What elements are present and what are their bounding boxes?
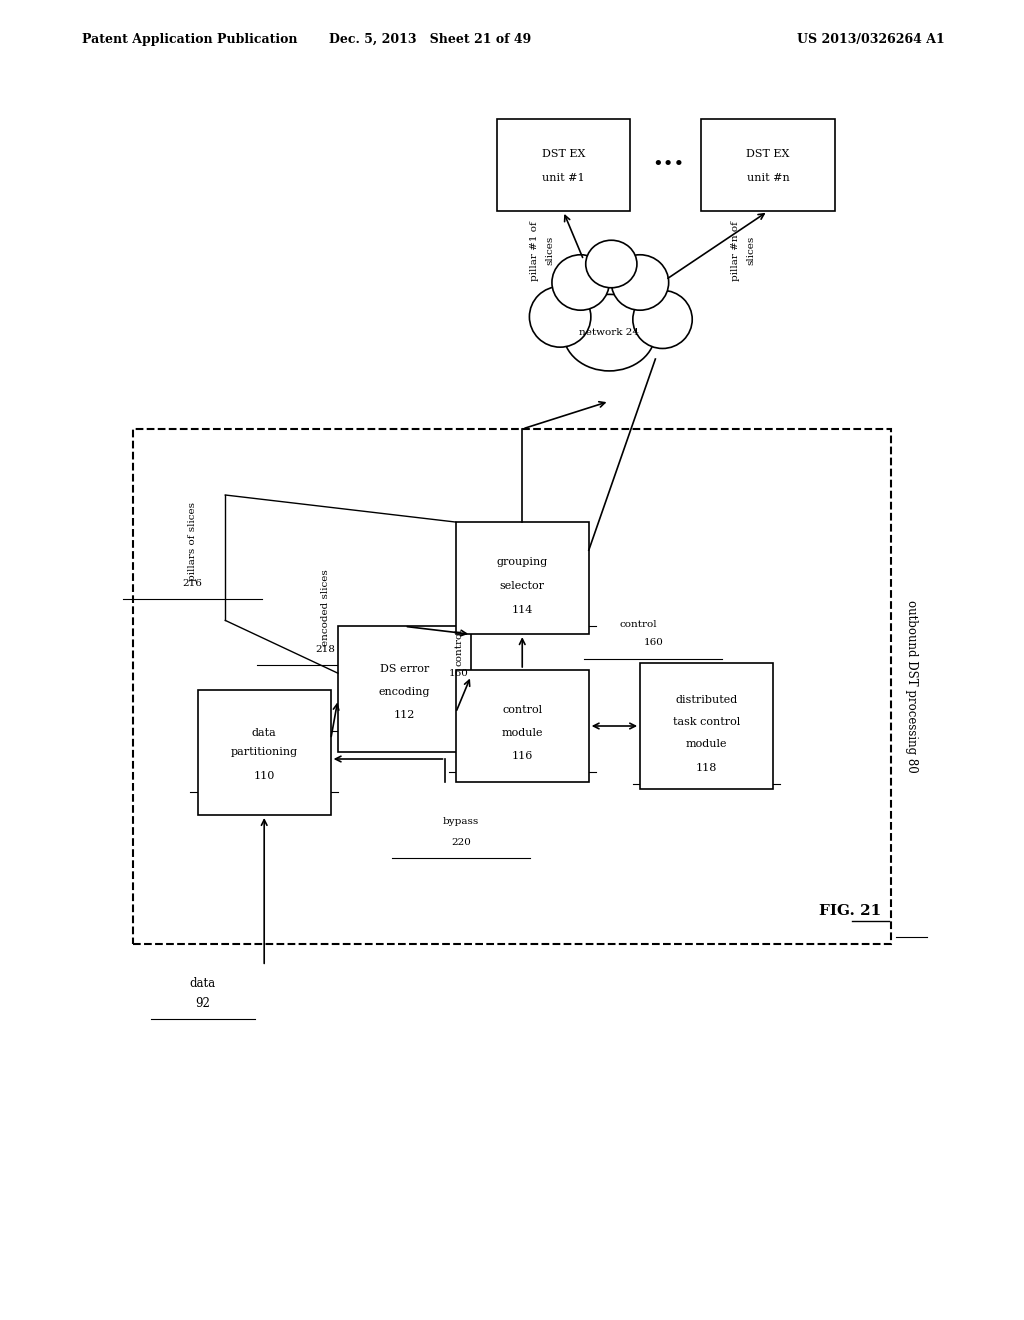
Text: control: control (455, 628, 463, 665)
Text: unit #1: unit #1 (542, 173, 585, 183)
Text: 220: 220 (451, 838, 471, 846)
Text: pillars of slices: pillars of slices (188, 502, 197, 581)
Text: DS error: DS error (380, 664, 429, 675)
Text: network 24: network 24 (580, 329, 639, 337)
FancyBboxPatch shape (701, 119, 835, 211)
FancyBboxPatch shape (640, 663, 773, 788)
FancyBboxPatch shape (456, 671, 589, 781)
Text: data: data (252, 727, 276, 738)
Text: 160: 160 (643, 639, 664, 647)
Ellipse shape (563, 294, 655, 371)
Ellipse shape (552, 255, 609, 310)
Text: data: data (189, 977, 216, 990)
Text: module: module (686, 739, 727, 750)
Text: grouping: grouping (497, 557, 548, 568)
Text: encoding: encoding (379, 686, 430, 697)
Text: control: control (620, 620, 657, 628)
Text: outbound DST processing 80: outbound DST processing 80 (905, 601, 918, 772)
Text: 116: 116 (512, 751, 532, 762)
Text: DST EX: DST EX (746, 149, 790, 160)
Text: Dec. 5, 2013   Sheet 21 of 49: Dec. 5, 2013 Sheet 21 of 49 (329, 33, 531, 46)
FancyBboxPatch shape (338, 627, 471, 752)
Text: Patent Application Publication: Patent Application Publication (82, 33, 297, 46)
Text: FIG. 21: FIG. 21 (819, 904, 882, 917)
Ellipse shape (586, 240, 637, 288)
Text: pillar #1 of: pillar #1 of (530, 220, 539, 281)
Text: 92: 92 (196, 997, 210, 1010)
Text: pillar #n of: pillar #n of (731, 220, 739, 281)
Ellipse shape (633, 290, 692, 348)
Text: encoded slices: encoded slices (322, 569, 330, 645)
Text: slices: slices (546, 236, 554, 265)
Text: US 2013/0326264 A1: US 2013/0326264 A1 (797, 33, 944, 46)
Ellipse shape (611, 255, 669, 310)
Text: bypass: bypass (442, 817, 479, 825)
Text: 218: 218 (315, 645, 336, 653)
Text: 216: 216 (182, 579, 203, 587)
Text: partitioning: partitioning (230, 747, 298, 758)
Text: 160: 160 (449, 669, 469, 677)
FancyBboxPatch shape (198, 689, 331, 814)
Text: 118: 118 (696, 763, 717, 774)
Text: •••: ••• (652, 156, 685, 174)
Text: unit #n: unit #n (746, 173, 790, 183)
Text: distributed: distributed (676, 694, 737, 705)
Text: 114: 114 (512, 605, 532, 615)
FancyBboxPatch shape (456, 521, 589, 634)
FancyBboxPatch shape (497, 119, 630, 211)
Ellipse shape (529, 286, 591, 347)
Text: control: control (502, 705, 543, 715)
Text: task control: task control (673, 717, 740, 727)
Text: DST EX: DST EX (542, 149, 585, 160)
Text: selector: selector (500, 581, 545, 591)
Text: module: module (502, 727, 543, 738)
Text: slices: slices (746, 236, 755, 265)
Text: 112: 112 (394, 710, 415, 721)
Text: 110: 110 (254, 771, 274, 781)
